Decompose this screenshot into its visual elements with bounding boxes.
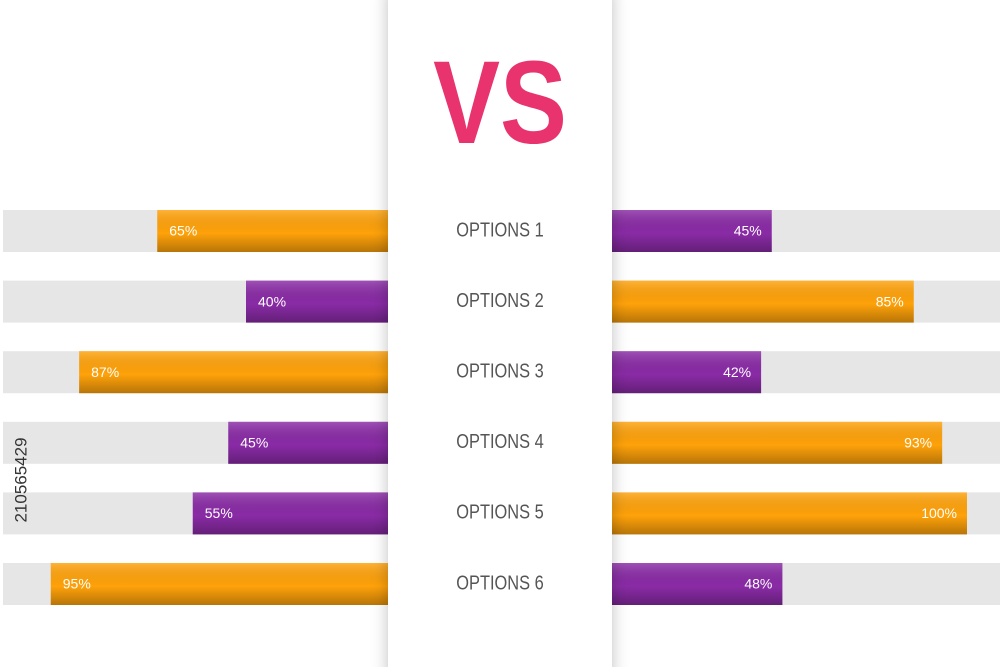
value-label: 48% [744, 576, 772, 592]
bar-shade [612, 421, 943, 464]
value-label: 93% [904, 435, 932, 451]
watermark: 210565429 [11, 437, 30, 522]
category-label: OPTIONS 4 [456, 429, 543, 452]
category-label: OPTIONS 1 [456, 218, 543, 241]
category-label: OPTIONS 3 [456, 359, 543, 382]
value-label: 65% [169, 223, 197, 239]
bar-shade [612, 351, 762, 394]
value-label: 45% [734, 223, 762, 239]
center-panel [388, 0, 612, 667]
category-label: OPTIONS 2 [456, 288, 543, 311]
category-label: OPTIONS 5 [456, 500, 543, 523]
bar-shade [612, 563, 783, 605]
bar-shade [246, 280, 388, 323]
value-label: 87% [91, 364, 119, 380]
bar-shade [612, 492, 967, 535]
bar-shade [50, 563, 388, 605]
value-label: 85% [876, 293, 904, 309]
value-label: 45% [240, 435, 268, 451]
chart-title: VS [433, 38, 567, 169]
value-label: 100% [921, 505, 957, 521]
bar-shade [192, 492, 388, 535]
bar-shade [612, 210, 772, 252]
bar-shade [79, 351, 389, 394]
bars: 65% 40% 87% 45% 55% 95% 45% 85% 42% 93% 100% 48% [50, 210, 967, 605]
value-label: 40% [258, 293, 286, 309]
value-label: 55% [205, 505, 233, 521]
category-label: OPTIONS 6 [456, 571, 543, 594]
bar-shade [157, 210, 388, 252]
value-label: 95% [63, 576, 91, 592]
bar-shade [612, 280, 914, 323]
bar-shade [228, 421, 388, 464]
value-label: 42% [723, 364, 751, 380]
